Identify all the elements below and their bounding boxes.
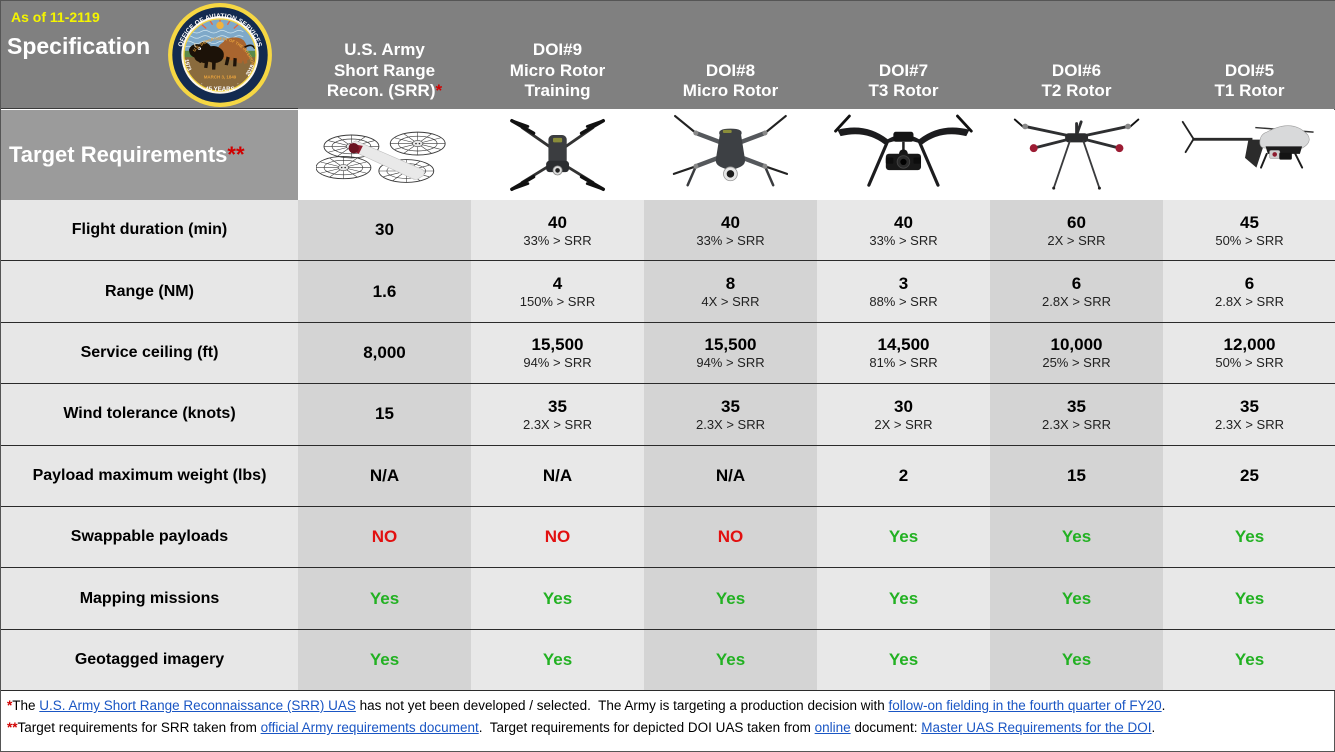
svg-text:MARCH 3, 1849: MARCH 3, 1849 bbox=[204, 74, 237, 79]
svg-text:45 YEARS: 45 YEARS bbox=[205, 86, 234, 93]
svg-text:·: · bbox=[237, 83, 239, 88]
svg-text:·: · bbox=[201, 83, 203, 88]
